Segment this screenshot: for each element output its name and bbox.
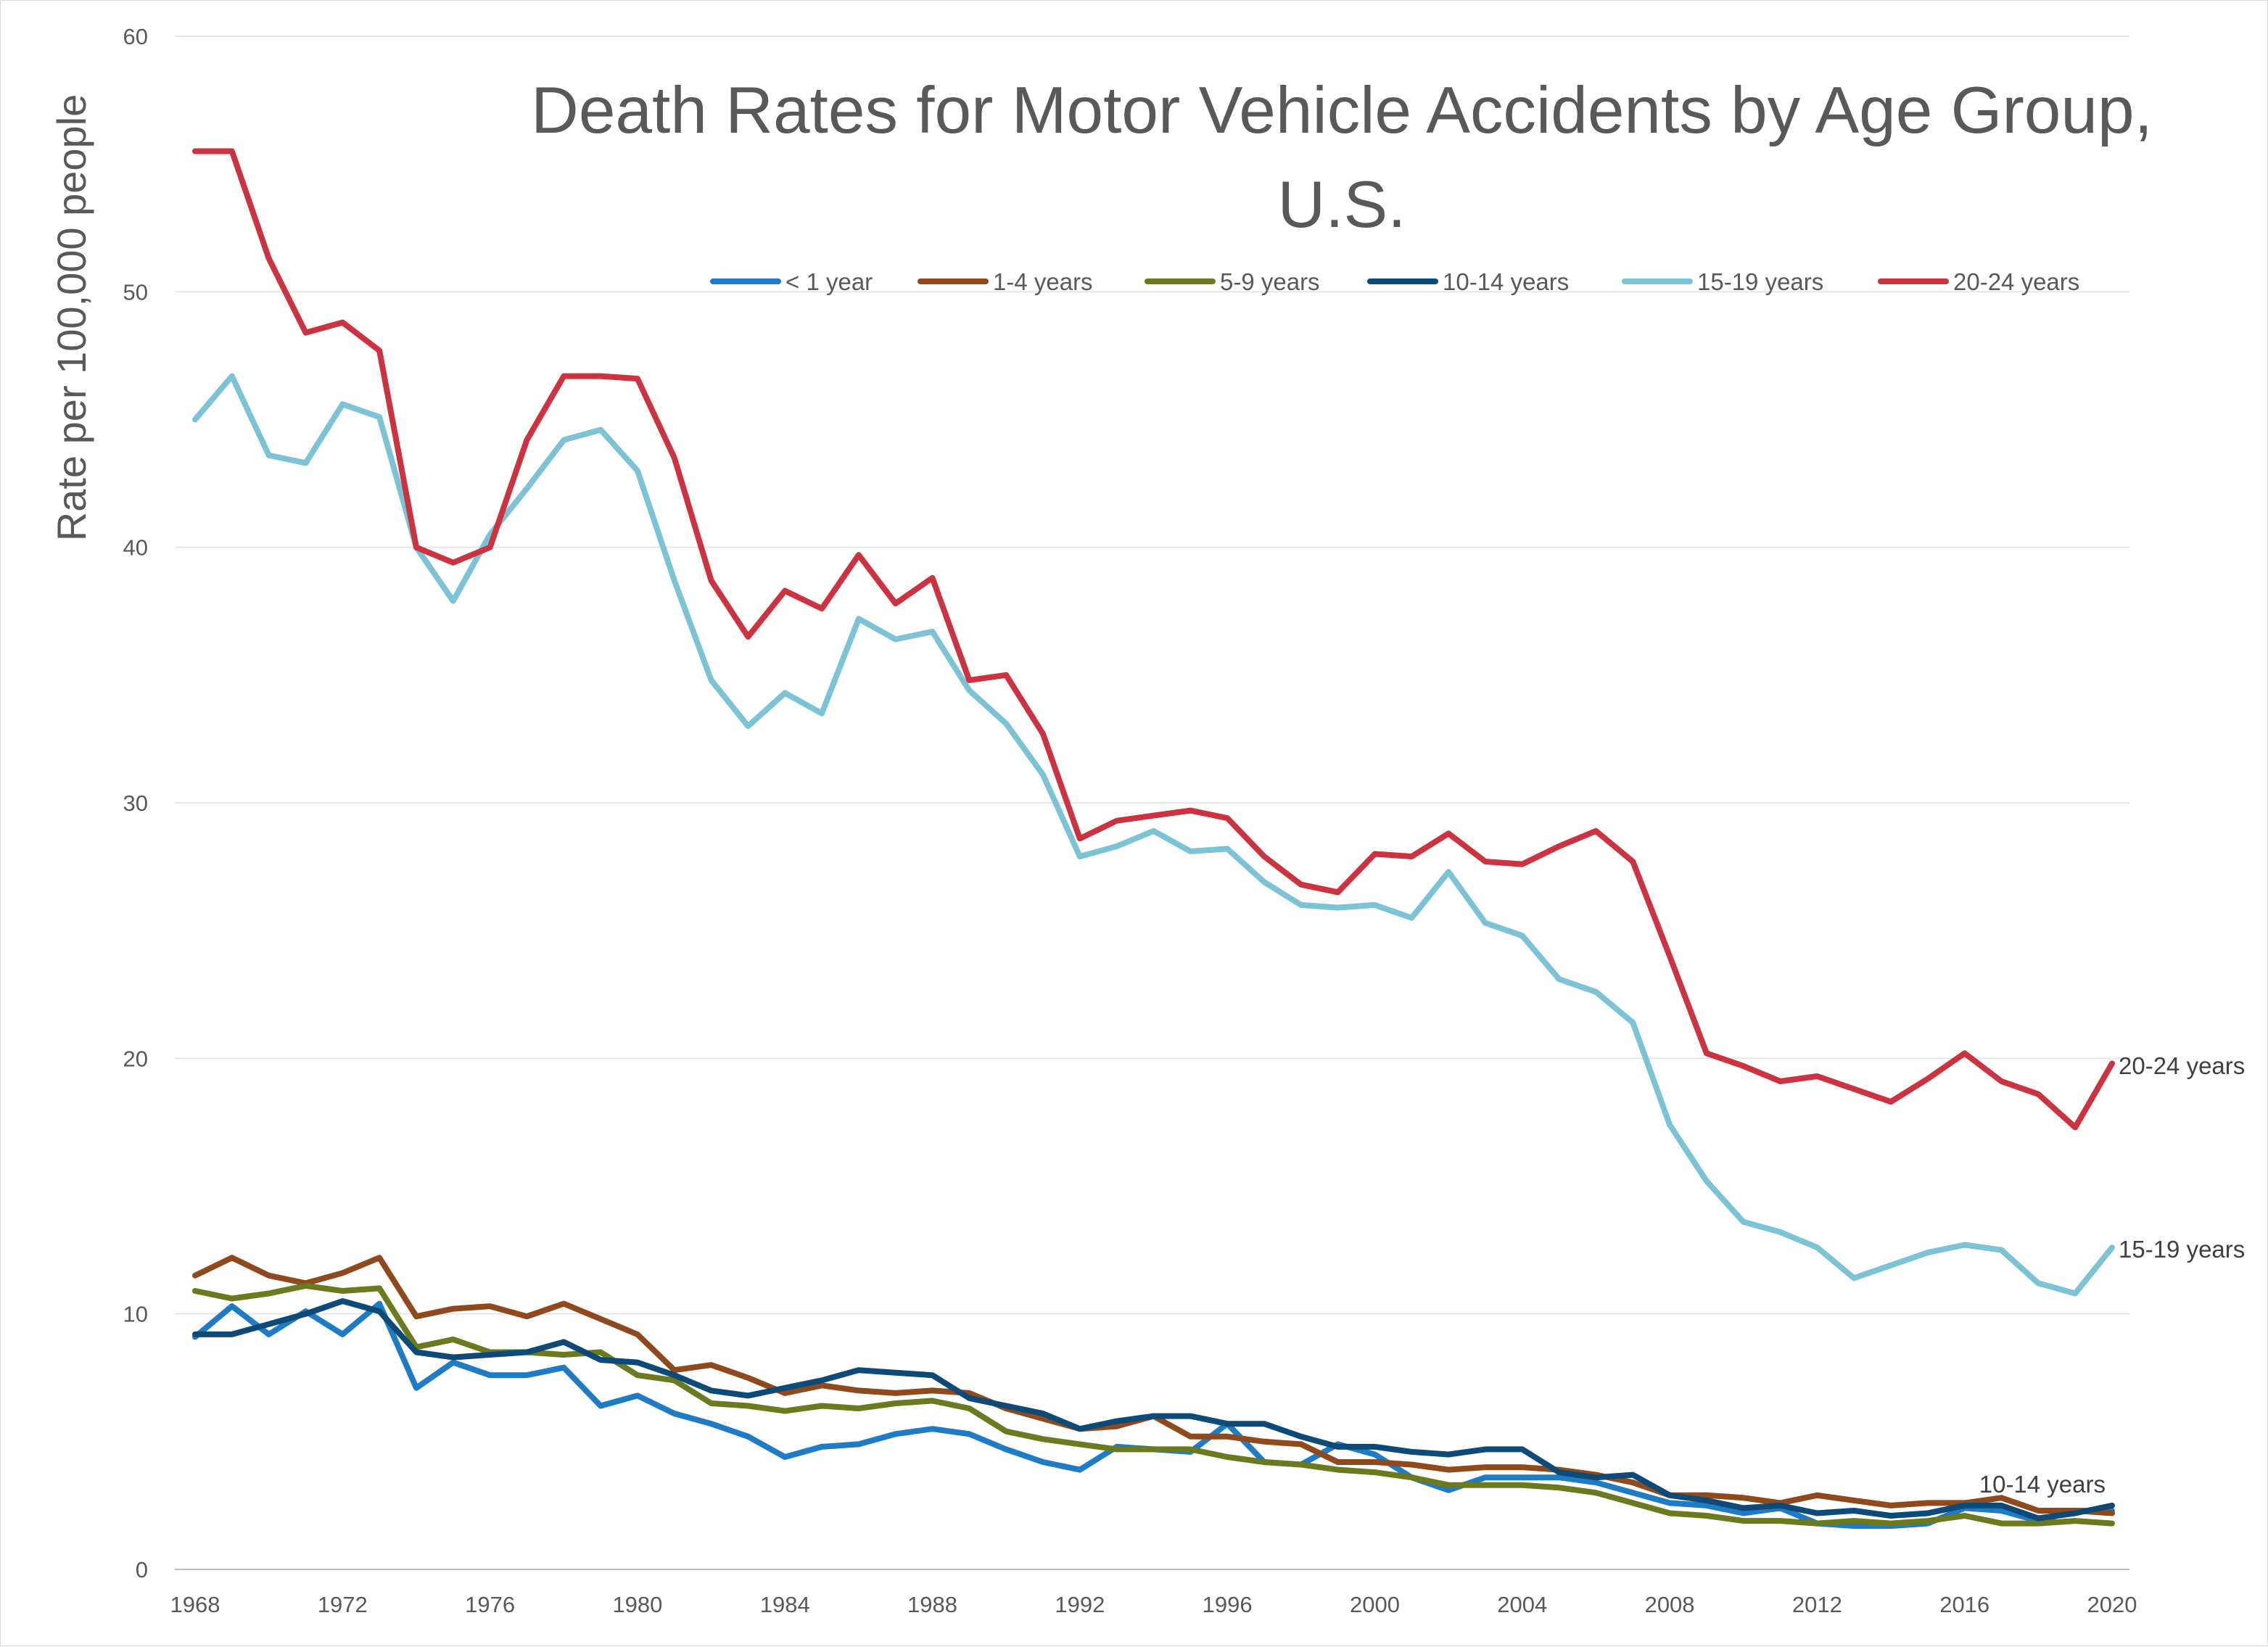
y-tick-label: 30 [123,791,148,816]
x-tick-label: 2020 [2087,1592,2137,1617]
series-line-10-14-years [192,1298,2115,1522]
x-tick-label: 1968 [170,1592,220,1617]
y-tick-label: 50 [123,279,148,305]
x-tick-label: 1984 [760,1592,810,1617]
x-tick-label: 2016 [1939,1592,1989,1617]
legend-label: < 1 year [785,268,873,295]
x-tick-label: 1972 [318,1592,368,1617]
legend-label: 15-19 years [1697,268,1823,295]
series-line-1-4-years [192,1255,2115,1516]
x-tick-label: 1988 [907,1592,957,1617]
y-axis-label: Rate per 100,000 people [49,94,94,542]
y-tick-label: 20 [123,1046,148,1071]
x-tick-label: 1980 [612,1592,662,1617]
y-tick-label: 0 [136,1557,148,1582]
y-tick-label: 10 [123,1302,148,1327]
y-tick-labels: 0 10 20 30 40 50 60 [123,24,148,1582]
series-end-label: 20-24 years [2119,1052,2245,1079]
legend-label: 10-14 years [1443,268,1569,295]
series-line-5-9-years [192,1282,2115,1527]
series-end-label: 15-19 years [2119,1236,2245,1263]
x-tick-label: 2004 [1497,1592,1547,1617]
series-end-label: 10-14 years [1979,1471,2106,1498]
gridlines [175,36,2129,1570]
x-tick-labels: 1968 1972 1976 1980 1984 1988 1992 1996 2000 2004… [170,1592,2137,1617]
chart-title-line-2: U.S. [1278,168,1406,242]
x-tick-label: 2000 [1350,1592,1400,1617]
legend-label: 20-24 years [1953,268,2079,295]
x-tick-label: 1996 [1203,1592,1253,1617]
series-line-20-24-years [192,148,2115,1131]
end-labels: 20-24 years 15-19 years 10-14 years [1979,1052,2246,1498]
y-tick-label: 60 [123,24,148,49]
legend-label: 1-4 years [993,268,1093,295]
series-lines [192,148,2115,1530]
x-tick-label: 2008 [1645,1592,1695,1617]
series-line-15-19-years [192,373,2115,1297]
legend: < 1 year 1-4 years 5-9 years 10-14 years 15-… [710,268,2079,295]
y-tick-label: 40 [123,535,148,561]
x-tick-label: 2012 [1792,1592,1842,1617]
x-tick-label: 1976 [465,1592,515,1617]
chart-title-line-1: Death Rates for Motor Vehicle Accidents … [531,74,2153,147]
x-tick-label: 1992 [1055,1592,1105,1617]
legend-label: 5-9 years [1220,268,1320,295]
